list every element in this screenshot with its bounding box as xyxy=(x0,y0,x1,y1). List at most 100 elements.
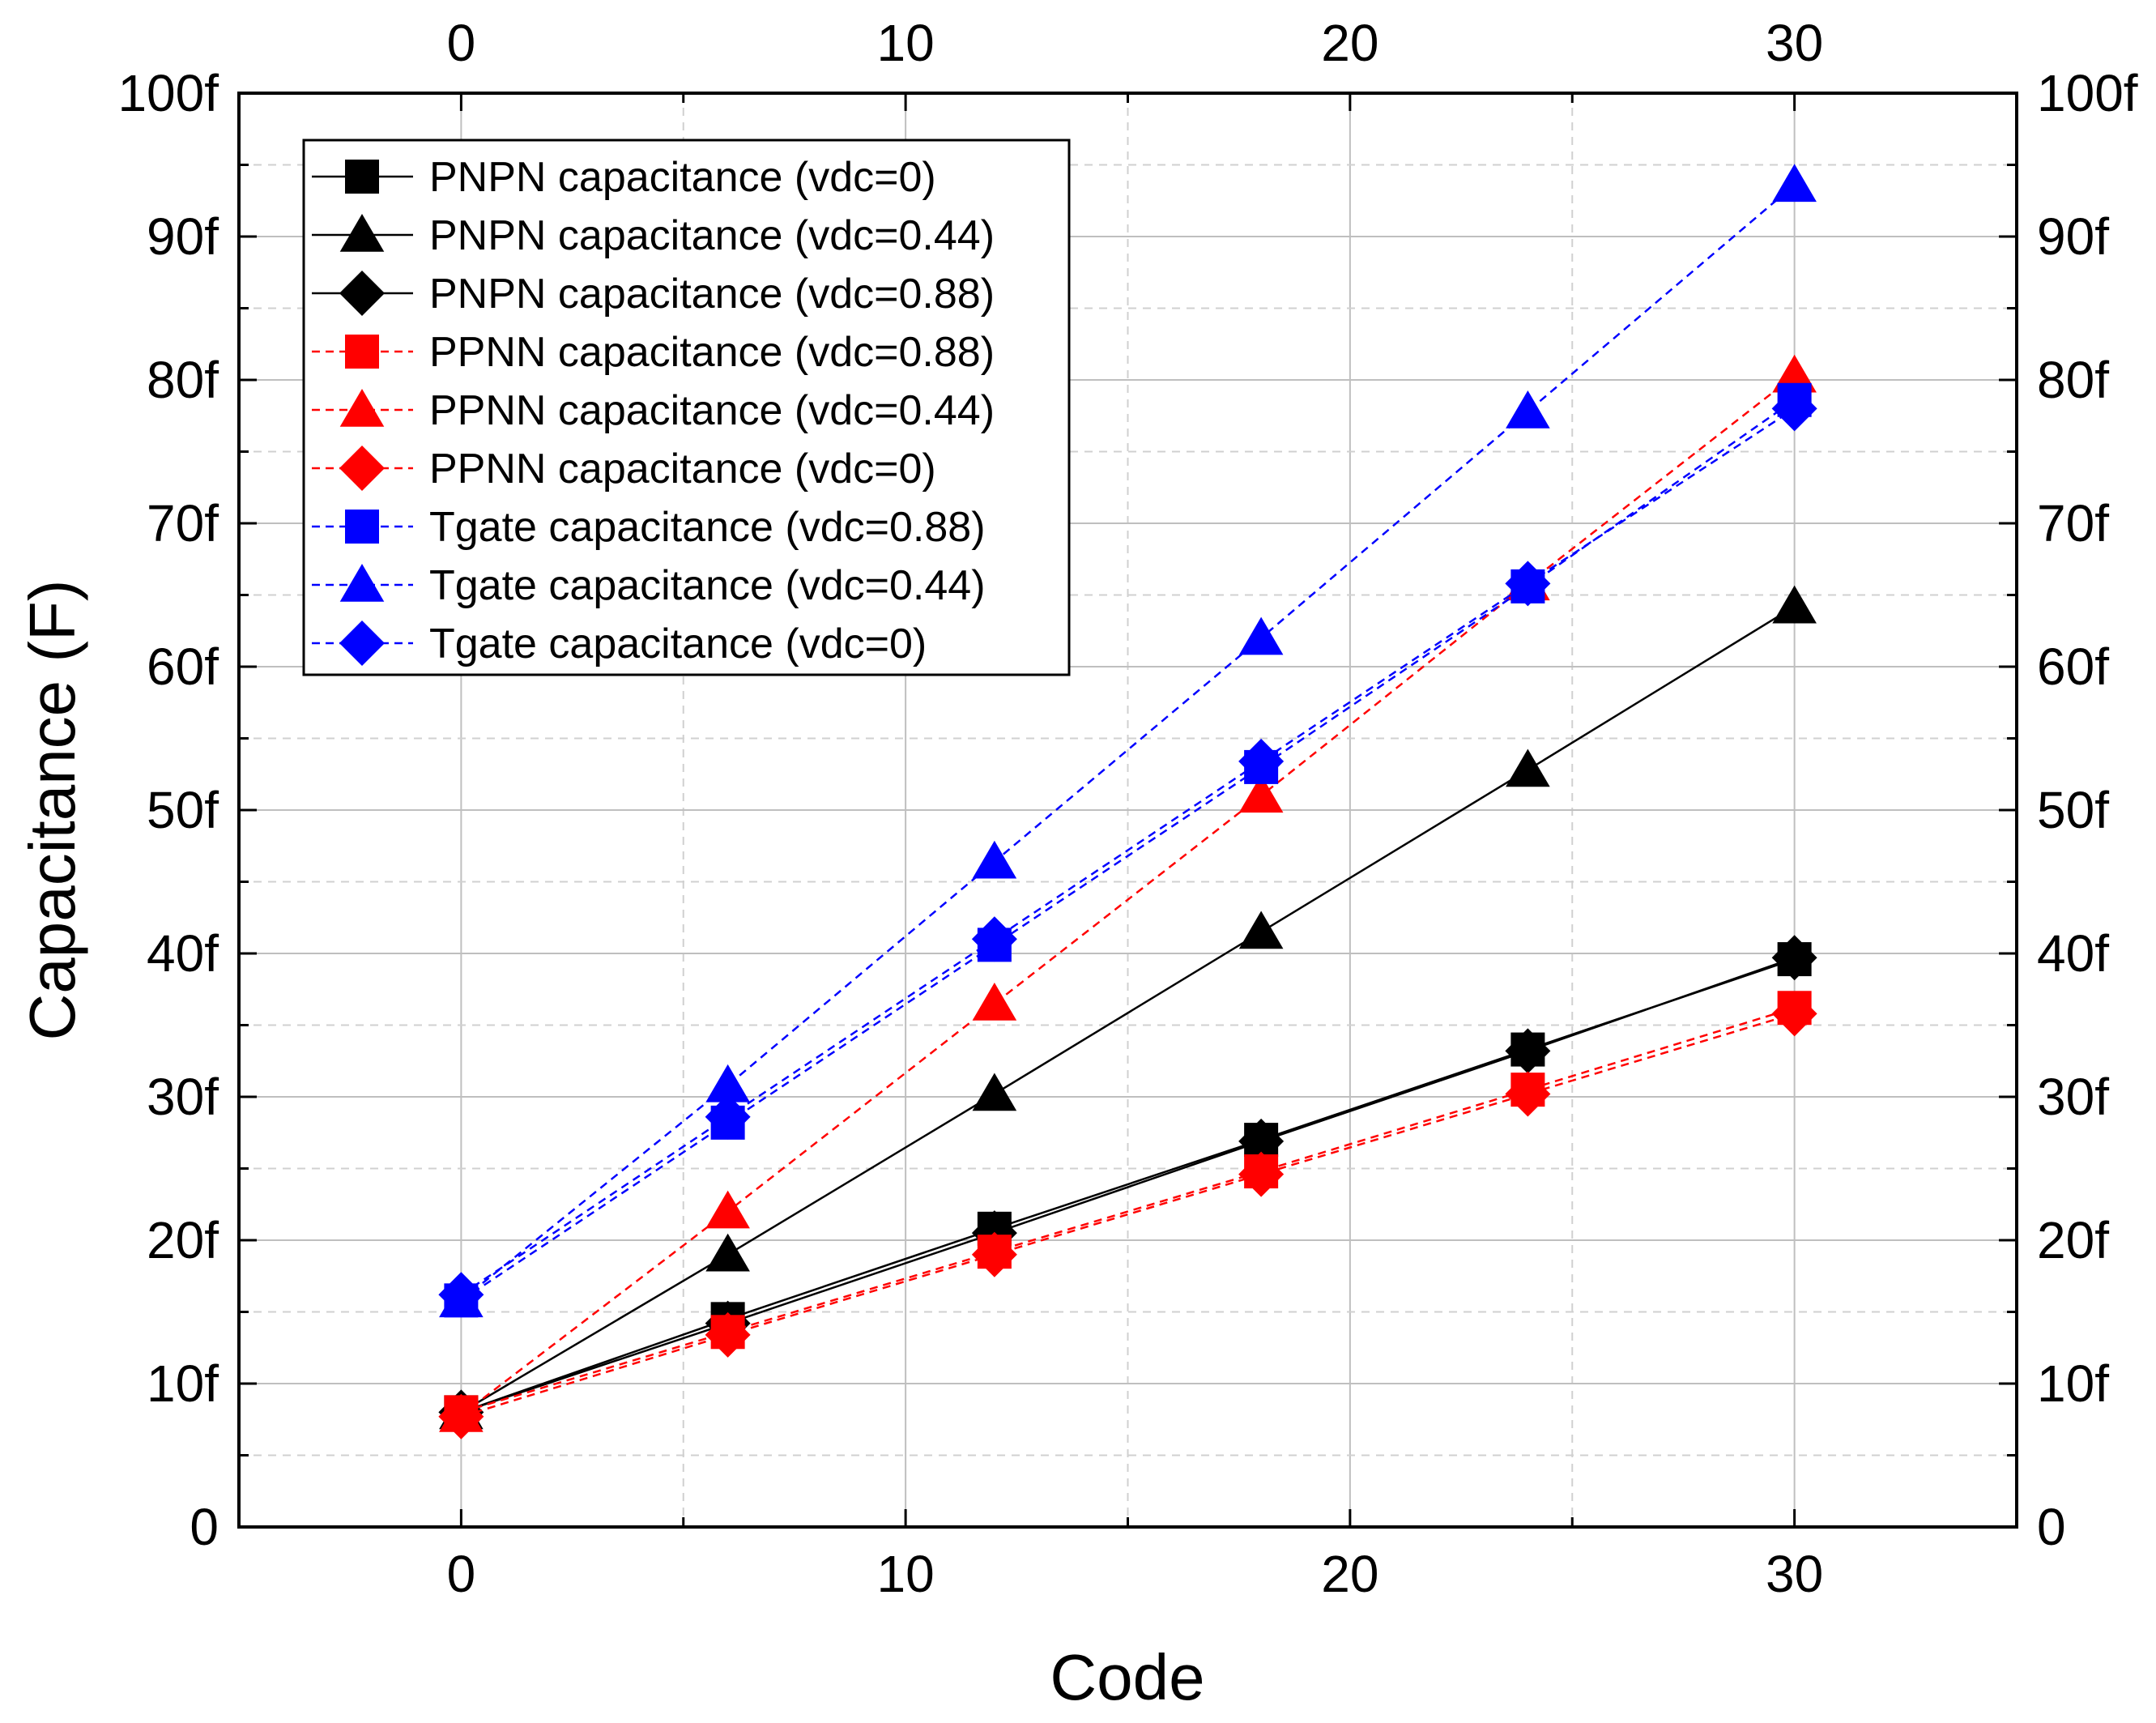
legend-label: Tgate capacitance (vdc=0.44) xyxy=(429,562,986,609)
legend-marker-triangle xyxy=(339,214,385,252)
legend-item: Tgate capacitance (vdc=0.88) xyxy=(312,504,986,551)
data-point-triangle xyxy=(1238,616,1284,655)
data-point-diamond xyxy=(1771,991,1817,1037)
data-point-diamond xyxy=(1238,738,1285,784)
y-tick-label-left: 90f xyxy=(147,207,219,266)
series-line xyxy=(460,957,1796,1414)
data-point-triangle xyxy=(1238,774,1284,813)
data-point-diamond xyxy=(438,1393,484,1439)
tick-labels: 0 0 10 10 20 20 30 30 0 0 10f 10f 20f 20f 30f 30f 40f 40f… xyxy=(117,14,2137,1603)
x-tick-label-top: 0 xyxy=(447,14,476,72)
data-point-diamond xyxy=(1771,386,1817,432)
legend-label: Tgate capacitance (vdc=0) xyxy=(429,621,927,667)
legend-label: PPNN capacitance (vdc=0) xyxy=(429,446,936,493)
data-point-diamond xyxy=(971,916,1017,962)
y-tick-label-right: 40f xyxy=(2037,924,2109,983)
legend-marker-square xyxy=(345,335,379,369)
series-line xyxy=(460,184,1796,1302)
data-point-triangle xyxy=(705,1233,750,1272)
legend-marker-diamond xyxy=(339,446,385,491)
legend-item: PPNN capacitance (vdc=0.88) xyxy=(312,329,995,376)
y-tick-label-right: 20f xyxy=(2037,1211,2109,1269)
legend-marker-square xyxy=(345,160,379,194)
data-point-diamond xyxy=(438,1272,484,1318)
series-line xyxy=(461,1007,1795,1414)
y-tick-label-right: 0 xyxy=(2037,1498,2066,1556)
legend-label: Tgate capacitance (vdc=0.88) xyxy=(429,504,986,551)
y-tick-label-right: 100f xyxy=(2037,64,2138,122)
x-tick-label-bottom: 30 xyxy=(1766,1545,1823,1603)
y-tick-label-left: 10f xyxy=(147,1354,219,1413)
series-line xyxy=(460,399,1796,1302)
y-tick-label-left: 30f xyxy=(147,1068,219,1126)
legend-marker-square xyxy=(345,510,379,544)
data-point-diamond xyxy=(1505,1028,1551,1074)
legend-item: PPNN capacitance (vdc=0.44) xyxy=(312,387,995,434)
legend-label: PNPN capacitance (vdc=0) xyxy=(429,154,936,201)
legend-item: PNPN capacitance (vdc=0.88) xyxy=(312,271,995,318)
data-point-triangle xyxy=(972,1073,1017,1111)
legend-box xyxy=(302,139,1071,676)
y-tick-label-right: 60f xyxy=(2037,638,2109,696)
y-tick-label-right: 30f xyxy=(2037,1068,2109,1126)
x-tick-label-top: 20 xyxy=(1321,14,1378,72)
y-tick-label-left: 20f xyxy=(147,1211,219,1269)
data-point-triangle xyxy=(1506,390,1550,429)
y-tick-label-right: 70f xyxy=(2037,494,2109,552)
series-line xyxy=(460,407,1796,1296)
series-line xyxy=(460,605,1796,1414)
legend-item: Tgate capacitance (vdc=0.44) xyxy=(312,562,986,609)
x-axis-title: Code xyxy=(1050,1641,1204,1713)
y-tick-label-left: 80f xyxy=(147,351,219,409)
data-point-diamond xyxy=(1771,935,1817,981)
x-tick-label-bottom: 0 xyxy=(447,1545,476,1603)
legend-label: PNPN capacitance (vdc=0.44) xyxy=(429,212,995,259)
legend-items: PNPN capacitance (vdc=0) PNPN capacitance… xyxy=(312,154,995,667)
series-6 xyxy=(438,991,1817,1439)
data-point-diamond xyxy=(705,1094,751,1140)
data-point-diamond xyxy=(705,1311,751,1358)
series-line xyxy=(460,374,1796,1416)
data-point-triangle xyxy=(705,1190,750,1229)
legend-item: PPNN capacitance (vdc=0) xyxy=(312,446,936,493)
legend-marker-diamond xyxy=(339,621,385,666)
y-tick-label-right: 90f xyxy=(2037,207,2109,266)
y-tick-label-left: 0 xyxy=(190,1498,219,1556)
data-point-triangle xyxy=(1772,585,1817,624)
data-point-triangle xyxy=(705,1064,750,1102)
data-point-triangle xyxy=(1238,911,1284,949)
legend-label: PPNN capacitance (vdc=0.44) xyxy=(429,387,995,434)
data-point-triangle xyxy=(972,840,1017,879)
y-tick-label-left: 100f xyxy=(117,64,219,122)
y-tick-label-left: 40f xyxy=(147,924,219,983)
y-tick-label-right: 50f xyxy=(2037,781,2109,839)
legend-item: PNPN capacitance (vdc=0.44) xyxy=(312,212,995,259)
y-tick-label-left: 60f xyxy=(147,638,219,696)
y-tick-label-left: 70f xyxy=(147,494,219,552)
y-tick-label-right: 80f xyxy=(2037,351,2109,409)
legend-item: Tgate capacitance (vdc=0) xyxy=(312,621,927,667)
series-line xyxy=(461,1013,1795,1418)
data-point-triangle xyxy=(1772,164,1817,203)
plot-frame xyxy=(237,92,2018,1529)
data-point-diamond xyxy=(1505,1071,1551,1117)
y-tick-label-right: 10f xyxy=(2037,1354,2109,1413)
legend-item: PNPN capacitance (vdc=0) xyxy=(312,154,936,201)
series-8 xyxy=(439,164,1817,1318)
legend: PNPN capacitance (vdc=0) PNPN capacitance… xyxy=(302,139,1071,676)
legend-marker-diamond xyxy=(339,271,385,316)
legend-label: PPNN capacitance (vdc=0.88) xyxy=(429,329,995,376)
data-point-triangle xyxy=(1506,748,1550,787)
y-tick-label-left: 50f xyxy=(147,781,219,839)
x-tick-label-bottom: 20 xyxy=(1321,1545,1378,1603)
series-layer xyxy=(438,164,1817,1439)
data-point-diamond xyxy=(1238,1118,1285,1164)
y-axis-title: Capacitance (F) xyxy=(16,579,88,1040)
x-tick-label-top: 30 xyxy=(1766,14,1823,72)
series-9 xyxy=(438,386,1817,1318)
data-point-diamond xyxy=(971,1231,1017,1277)
x-tick-label-bottom: 10 xyxy=(877,1545,935,1603)
data-point-triangle xyxy=(972,982,1017,1021)
x-tick-label-top: 10 xyxy=(877,14,935,72)
